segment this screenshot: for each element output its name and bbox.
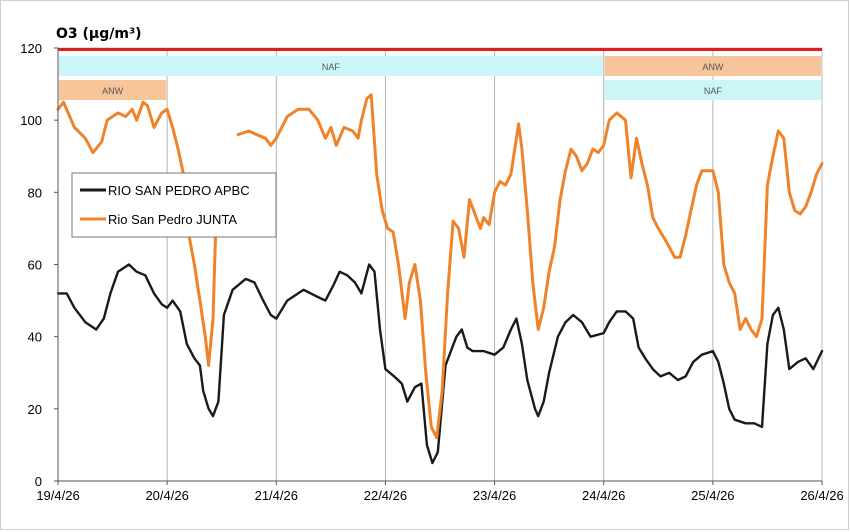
legend-label: RIO SAN PEDRO APBC <box>108 183 250 198</box>
x-tick-label: 20/4/26 <box>145 488 188 503</box>
chart-title: O3 (µg/m³) <box>56 26 141 42</box>
band-label: NAF <box>704 86 723 96</box>
legend-label: Rio San Pedro JUNTA <box>108 212 237 227</box>
x-tick-label: 23/4/26 <box>473 488 516 503</box>
x-tick-label: 24/4/26 <box>582 488 625 503</box>
period-bands: NAF ANW ANW NAF <box>59 56 821 100</box>
y-tick-label: 100 <box>20 113 42 128</box>
y-tick-label: 60 <box>28 258 42 273</box>
series-line <box>56 100 221 367</box>
period-band <box>604 80 821 100</box>
period-band <box>59 80 167 100</box>
x-tick-label: 21/4/26 <box>255 488 298 503</box>
y-tick-label: 40 <box>28 330 42 345</box>
legend: RIO SAN PEDRO APBC Rio San Pedro JUNTA <box>71 172 277 238</box>
band-label: NAF <box>322 62 341 72</box>
series-line <box>56 263 824 465</box>
period-band <box>604 56 821 76</box>
x-tick-label: 25/4/26 <box>691 488 734 503</box>
y-tick-label: 20 <box>28 402 42 417</box>
y-tick-label: 120 <box>20 41 42 56</box>
period-band <box>59 56 603 76</box>
x-tick-label: 26/4/26 <box>800 488 843 503</box>
series-line <box>236 93 824 440</box>
band-label: ANW <box>102 86 124 96</box>
axes: 0 20 40 60 80 100 120 19/4/26 20/4/26 21/4/26 22/4… <box>20 41 843 503</box>
data-series <box>56 93 824 465</box>
grid-lines <box>58 48 822 481</box>
x-tick-label: 19/4/26 <box>36 488 79 503</box>
band-label: ANW <box>702 62 724 72</box>
y-tick-label: 0 <box>35 474 42 489</box>
x-tick-label: 22/4/26 <box>364 488 407 503</box>
legend-box <box>71 172 277 238</box>
y-tick-label: 80 <box>28 185 42 200</box>
